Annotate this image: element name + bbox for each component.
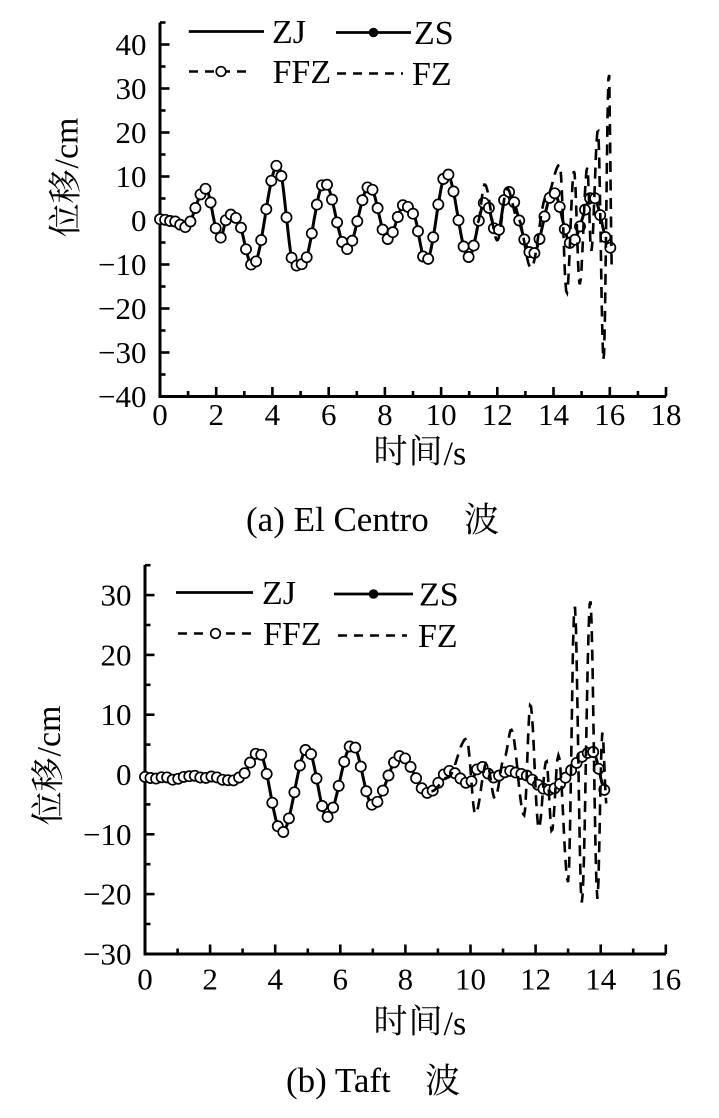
svg-text:/s: /s <box>444 436 467 473</box>
svg-text:0: 0 <box>131 203 147 238</box>
svg-text:(a) El Centro: (a) El Centro <box>246 500 429 539</box>
svg-text:14: 14 <box>585 962 617 997</box>
svg-text:−10: −10 <box>83 817 131 852</box>
svg-text:10: 10 <box>116 159 147 194</box>
svg-text:16: 16 <box>650 962 681 997</box>
svg-text:/cm: /cm <box>49 118 86 169</box>
svg-text:(b) Taft: (b) Taft <box>286 1061 391 1100</box>
svg-text:−20: −20 <box>98 291 146 326</box>
svg-text:14: 14 <box>538 397 570 432</box>
svg-text:20: 20 <box>116 115 147 150</box>
svg-text:FFZ: FFZ <box>263 616 322 653</box>
svg-text:/s: /s <box>444 1006 467 1043</box>
svg-text:18: 18 <box>651 397 682 432</box>
svg-text:−30: −30 <box>98 335 146 370</box>
svg-text:−40: −40 <box>98 379 146 414</box>
svg-text:0: 0 <box>116 757 132 792</box>
svg-text:FZ: FZ <box>412 56 452 93</box>
svg-text:−30: −30 <box>83 936 131 971</box>
svg-text:4: 4 <box>267 962 283 997</box>
svg-text:16: 16 <box>594 397 625 432</box>
svg-text:2: 2 <box>208 397 224 432</box>
svg-text:20: 20 <box>101 637 132 672</box>
svg-text:FFZ: FFZ <box>273 54 332 91</box>
svg-text:30: 30 <box>116 71 147 106</box>
svg-text:40: 40 <box>116 27 147 62</box>
svg-text:12: 12 <box>482 397 513 432</box>
svg-text:ZS: ZS <box>414 15 454 52</box>
svg-text:ZJ: ZJ <box>272 14 306 51</box>
svg-text:8: 8 <box>398 962 414 997</box>
svg-text:0: 0 <box>152 397 168 432</box>
svg-text:12: 12 <box>520 962 551 997</box>
svg-text:−10: −10 <box>98 247 146 282</box>
svg-text:ZJ: ZJ <box>262 575 296 612</box>
svg-text:6: 6 <box>333 962 349 997</box>
svg-text:8: 8 <box>377 397 393 432</box>
svg-text:6: 6 <box>321 397 337 432</box>
svg-text:4: 4 <box>265 397 281 432</box>
svg-text:ZS: ZS <box>419 577 459 614</box>
svg-text:FZ: FZ <box>418 618 458 655</box>
svg-text:30: 30 <box>101 578 132 613</box>
svg-text:10: 10 <box>101 697 132 732</box>
svg-text:2: 2 <box>202 962 218 997</box>
svg-text:/cm: /cm <box>31 706 68 757</box>
svg-text:10: 10 <box>455 962 486 997</box>
svg-text:−20: −20 <box>83 877 131 912</box>
svg-text:0: 0 <box>137 962 153 997</box>
svg-text:10: 10 <box>426 397 457 432</box>
